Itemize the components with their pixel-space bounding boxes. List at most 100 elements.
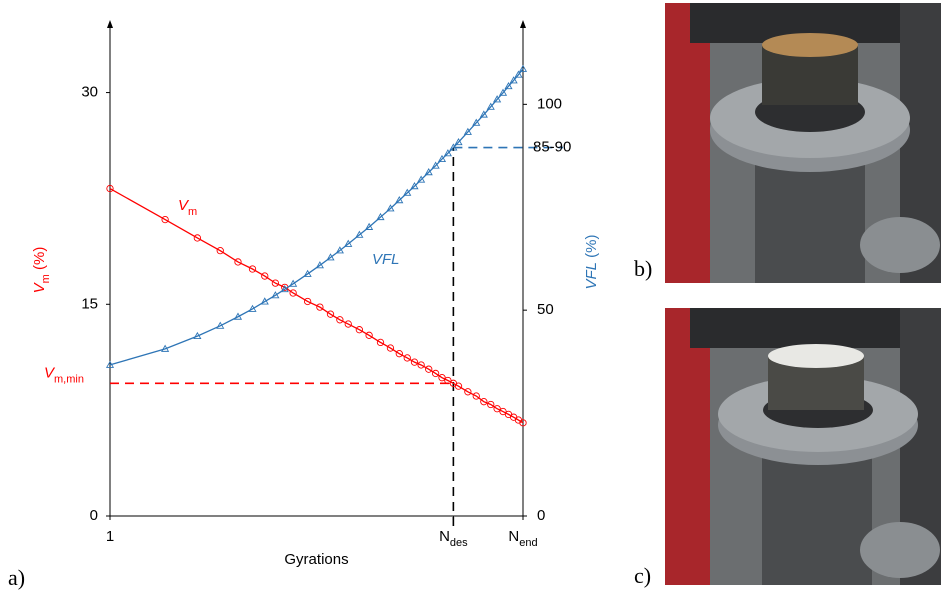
data-point (280, 284, 289, 293)
data-point (479, 110, 488, 118)
data-point (395, 350, 403, 358)
data-point (234, 258, 242, 266)
data-point (403, 188, 412, 196)
data-point (443, 149, 452, 157)
data-point (417, 175, 426, 183)
data-point (161, 344, 170, 352)
y2-axis-label-part: (%) (583, 234, 600, 262)
data-point (493, 405, 501, 413)
data-point (344, 320, 352, 328)
data-point (216, 247, 224, 255)
data-point (493, 95, 502, 103)
y-axis-label-part: (%) (31, 247, 48, 275)
data-point (355, 326, 364, 334)
data-point (271, 291, 280, 299)
series-label-part: V (178, 197, 190, 214)
reference-label: Vm,min (44, 364, 84, 385)
data-point (271, 279, 280, 287)
data-point (315, 261, 324, 269)
data-point (417, 361, 425, 369)
data-point (431, 369, 440, 378)
x-tick-label: 1 (106, 528, 114, 545)
data-point (193, 331, 202, 340)
data-point (472, 392, 480, 400)
panel-label: a) (8, 565, 25, 590)
x-tick-label-part: des (450, 537, 468, 549)
data-point (376, 338, 385, 347)
photo-c (665, 308, 941, 585)
panel-label: b) (634, 256, 652, 281)
data-point (498, 88, 508, 96)
data-point (425, 365, 433, 373)
x-tick-label-part: N (508, 528, 519, 545)
data-point (106, 184, 114, 193)
data-point (514, 70, 523, 78)
y2-axis-label: VFL (%) (583, 234, 600, 289)
y-tick-label: 15 (81, 295, 98, 312)
data-point (216, 321, 225, 329)
series-line (109, 187, 524, 424)
data-point (386, 204, 395, 212)
reference-label-part: m,min (54, 373, 84, 385)
data-point (410, 182, 419, 190)
data-point (472, 118, 481, 126)
y-axis-label: Vm (%) (31, 247, 52, 294)
data-point (336, 316, 344, 324)
y2-tick-label: 50 (537, 301, 554, 318)
data-point (518, 64, 528, 72)
x-tick-label: Nend (508, 528, 537, 549)
data-point (326, 310, 335, 318)
data-point (316, 303, 324, 311)
data-point (486, 102, 495, 110)
y2-axis-label-part: VFL (583, 262, 600, 290)
data-point (487, 400, 495, 409)
data-point (326, 253, 335, 261)
x-axis-label: Gyrations (284, 551, 348, 568)
series-label-part: VFL (372, 251, 400, 268)
reference-label: 85-90 (533, 139, 571, 156)
data-point (289, 289, 297, 297)
data-point (248, 304, 257, 312)
data-point (193, 234, 202, 242)
data-point (161, 215, 169, 224)
x-tick-label: Ndes (439, 528, 468, 549)
reference-label-part: V (44, 364, 56, 381)
data-point (395, 196, 404, 204)
series-line (109, 68, 524, 366)
data-point (335, 246, 344, 254)
y-axis-label-part: V (31, 281, 48, 293)
data-point (403, 354, 411, 362)
data-point (365, 331, 373, 339)
y2-tick-label: 0 (537, 507, 545, 524)
axis-arrow (107, 20, 113, 28)
data-point (344, 239, 353, 247)
data-point (463, 127, 472, 135)
data-point (303, 297, 312, 306)
y-tick-label: 0 (90, 507, 98, 524)
series-label: Vm (178, 197, 197, 218)
data-point (454, 137, 463, 146)
data-point (480, 398, 488, 406)
data-point (449, 143, 458, 151)
data-point (260, 297, 269, 305)
y2-tick-label: 100 (537, 95, 562, 112)
data-point (248, 265, 257, 273)
data-point (454, 382, 463, 390)
data-point (437, 154, 447, 163)
data-point (431, 161, 440, 169)
panel-label: c) (634, 563, 651, 588)
x-tick-label-part: N (439, 528, 450, 545)
data-point (105, 360, 115, 368)
data-point (365, 222, 374, 230)
series-label-part: m (188, 206, 197, 218)
data-point (464, 388, 472, 396)
data-point (424, 168, 433, 176)
data-point (438, 374, 446, 382)
data-point (233, 312, 243, 320)
data-point (289, 279, 298, 287)
data-point (509, 76, 518, 84)
data-point (519, 419, 527, 427)
axis-arrow (520, 20, 526, 28)
x-tick-label-part: end (519, 537, 537, 549)
y-tick-label: 30 (81, 84, 98, 101)
